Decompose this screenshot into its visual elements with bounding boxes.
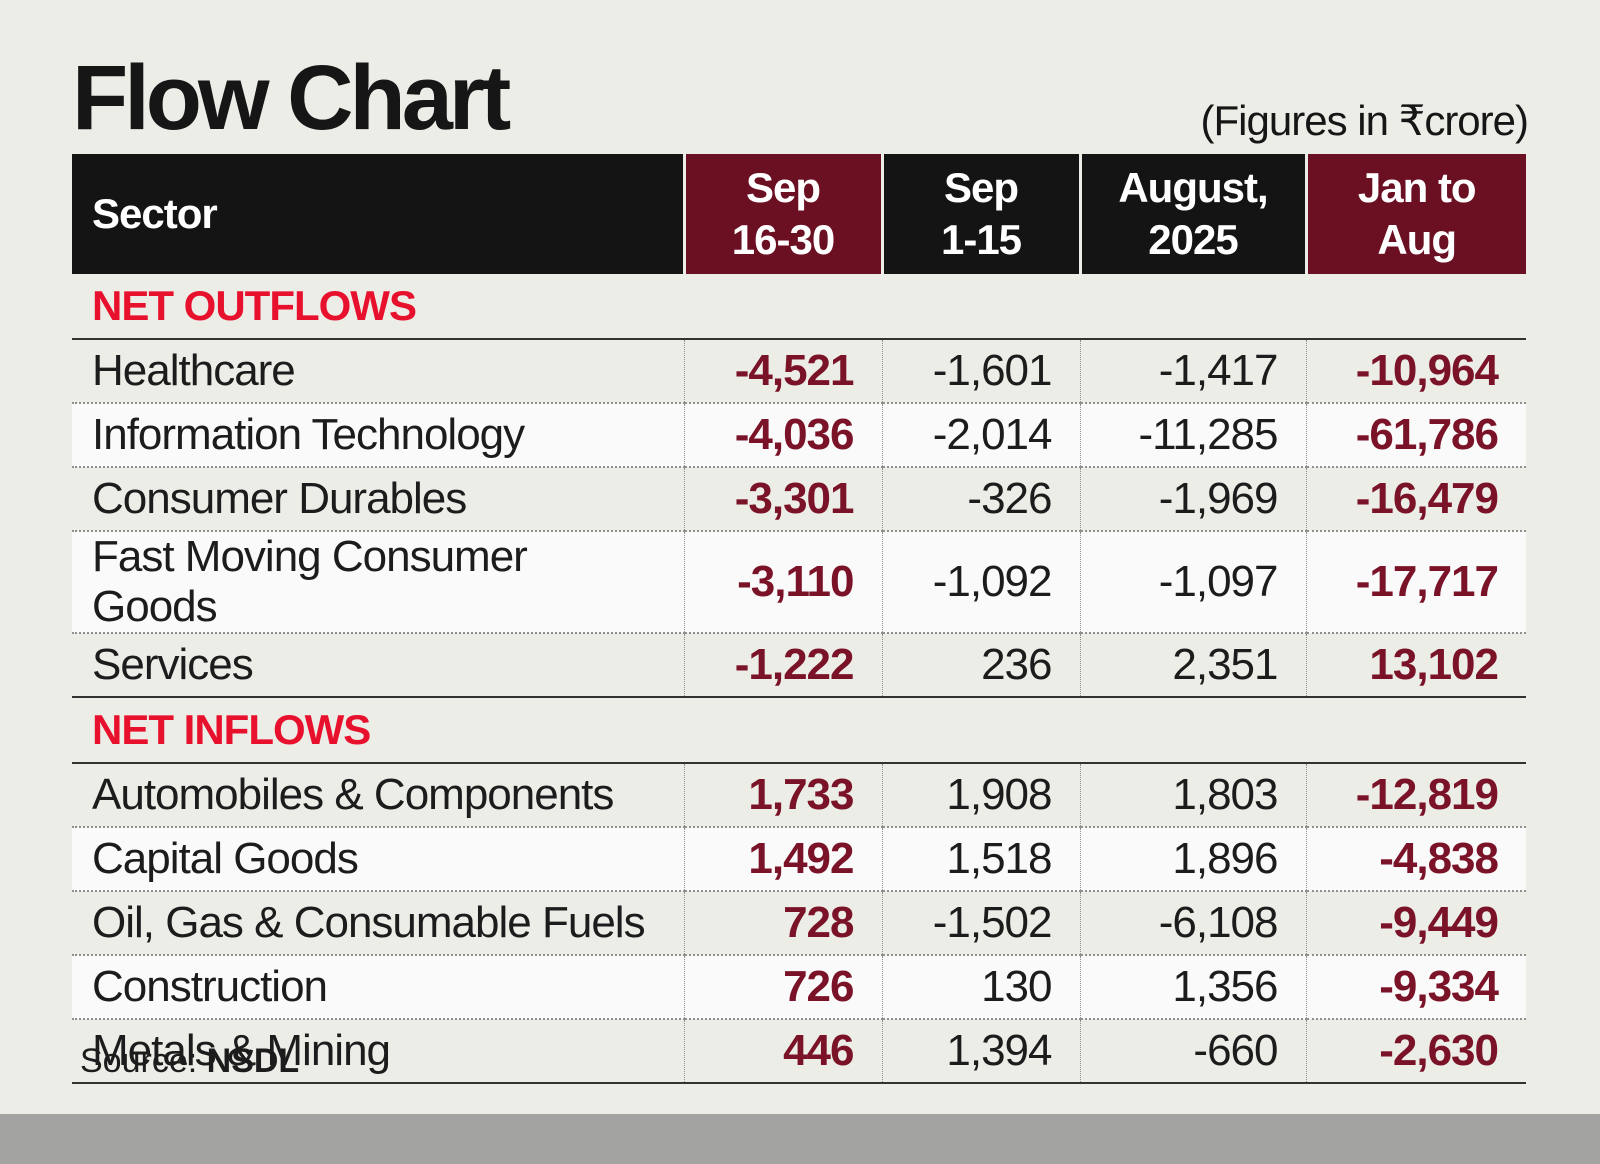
section-label: NET INFLOWS	[72, 697, 1526, 764]
table-row: Healthcare -4,521 -1,601 -1,417 -10,964	[72, 339, 1526, 404]
value-cell: 1,733	[683, 763, 882, 828]
value-cell: -1,601	[881, 339, 1080, 404]
header-august-2025: August, 2025	[1078, 154, 1306, 274]
value-cell: 130	[881, 955, 1080, 1020]
sector-cell: Consumer Durables	[72, 467, 684, 532]
value-cell: -4,521	[683, 339, 882, 404]
sector-cell: Services	[72, 633, 684, 698]
header-sep-16-30: Sep 16-30	[682, 154, 882, 274]
header-sector: Sector	[72, 154, 684, 274]
table-row: Capital Goods 1,492 1,518 1,896 -4,838	[72, 827, 1526, 892]
table-body: NET OUTFLOWS Healthcare -4,521 -1,601 -1,417…	[72, 274, 1526, 1084]
value-cell: -12,819	[1305, 763, 1526, 828]
value-cell: -326	[881, 467, 1080, 532]
value-cell: 1,356	[1079, 955, 1306, 1020]
section-row: NET INFLOWS	[72, 697, 1526, 764]
value-cell: -16,479	[1305, 467, 1526, 532]
value-cell: 1,518	[881, 827, 1080, 892]
table-row: Information Technology -4,036 -2,014 -11,28…	[72, 403, 1526, 468]
value-cell: -3,110	[683, 531, 882, 634]
value-cell: -11,285	[1079, 403, 1306, 468]
sector-cell: Construction	[72, 955, 684, 1020]
value-cell: -61,786	[1305, 403, 1526, 468]
source-value: NSDL	[206, 1042, 300, 1080]
sector-cell: Healthcare	[72, 339, 684, 404]
header-line: Sector	[92, 190, 218, 237]
footer-bar	[0, 1114, 1600, 1164]
value-cell: -9,334	[1305, 955, 1526, 1020]
header-line: Jan to	[1357, 164, 1477, 211]
value-cell: 1,492	[683, 827, 882, 892]
value-cell: 1,896	[1079, 827, 1306, 892]
value-cell: -9,449	[1305, 891, 1526, 956]
header-line: 2025	[1148, 216, 1238, 263]
value-cell: -2,630	[1305, 1019, 1526, 1084]
value-cell: 236	[881, 633, 1080, 698]
value-cell: -17,717	[1305, 531, 1526, 634]
value-cell: -10,964	[1305, 339, 1526, 404]
value-cell: -2,014	[881, 403, 1080, 468]
value-cell: -1,417	[1079, 339, 1306, 404]
value-cell: 2,351	[1079, 633, 1306, 698]
value-cell: -1,222	[683, 633, 882, 698]
header-line: 16-30	[731, 216, 835, 263]
sector-cell: Automobiles & Components	[72, 763, 684, 828]
sector-cell: Information Technology	[72, 403, 684, 468]
header-line: Sep	[745, 164, 821, 211]
sector-flow-table: Sector Sep 16-30 Sep 1-15 August, 2025 J…	[72, 154, 1526, 1084]
section-label: NET OUTFLOWS	[72, 274, 1526, 340]
source-label: Source:	[80, 1042, 198, 1080]
header-line: Sep	[943, 164, 1019, 211]
value-cell: -4,838	[1305, 827, 1526, 892]
table-row: Consumer Durables -3,301 -326 -1,969 -16,479	[72, 467, 1526, 532]
value-cell: 13,102	[1305, 633, 1526, 698]
value-cell: -6,108	[1079, 891, 1306, 956]
header-sep-1-15: Sep 1-15	[880, 154, 1080, 274]
sector-cell: Capital Goods	[72, 827, 684, 892]
value-cell: -1,969	[1079, 467, 1306, 532]
section-row: NET OUTFLOWS	[72, 274, 1526, 340]
value-cell: 446	[683, 1019, 882, 1084]
header-line: August,	[1118, 164, 1268, 211]
sector-cell: Fast Moving Consumer Goods	[72, 531, 684, 634]
value-cell: 1,803	[1079, 763, 1306, 828]
value-cell: 726	[683, 955, 882, 1020]
value-cell: -1,502	[881, 891, 1080, 956]
table-row: Metals & Mining 446 1,394 -660 -2,630	[72, 1019, 1526, 1084]
table-row: Oil, Gas & Consumable Fuels 728 -1,502 -6,1…	[72, 891, 1526, 956]
value-cell: 1,908	[881, 763, 1080, 828]
table-header-row: Sector Sep 16-30 Sep 1-15 August, 2025 J…	[72, 154, 1526, 274]
units-note: (Figures in ₹crore)	[1200, 97, 1529, 144]
sector-cell: Metals & Mining	[72, 1019, 684, 1084]
header-jan-to-aug: Jan to Aug	[1304, 154, 1526, 274]
table-row: Automobiles & Components 1,733 1,908 1,803-…	[72, 763, 1526, 828]
value-cell: -1,097	[1079, 531, 1306, 634]
value-cell: -1,092	[881, 531, 1080, 634]
header-line: 1-15	[940, 216, 1022, 263]
sector-cell: Oil, Gas & Consumable Fuels	[72, 891, 684, 956]
table-row: Construction 726 130 1,356 -9,334	[72, 955, 1526, 1020]
table-row: Services -1,222 236 2,351 13,102	[72, 633, 1526, 698]
value-cell: -660	[1079, 1019, 1306, 1084]
header-line: Aug	[1377, 216, 1457, 263]
table-row: Fast Moving Consumer Goods -3,110 -1,092 -1…	[72, 531, 1526, 634]
value-cell: 1,394	[881, 1019, 1080, 1084]
source-note: Source: NSDL	[80, 1042, 299, 1081]
value-cell: -4,036	[683, 403, 882, 468]
value-cell: 728	[683, 891, 882, 956]
value-cell: -3,301	[683, 467, 882, 532]
chart-title: Flow Chart	[72, 47, 511, 149]
